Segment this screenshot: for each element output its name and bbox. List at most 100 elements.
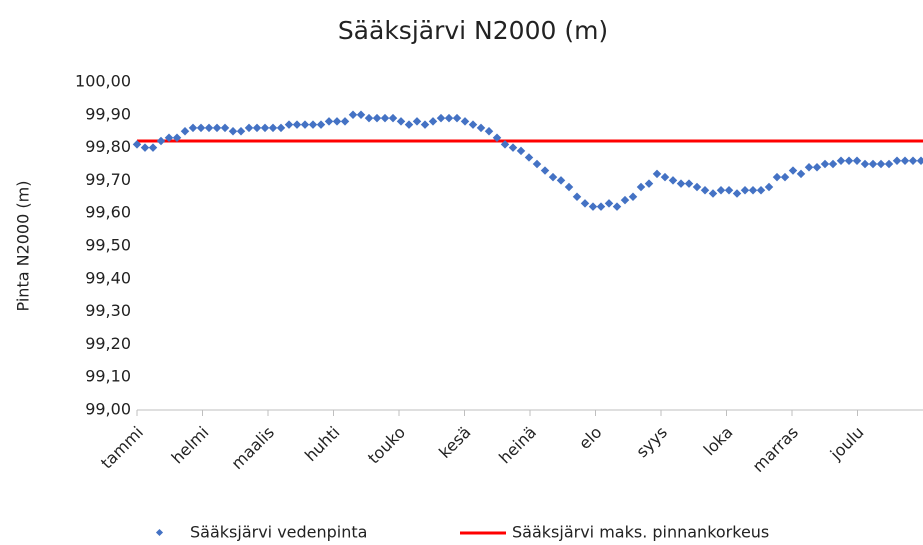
data-point (132, 140, 142, 149)
data-point (404, 120, 414, 129)
data-point (196, 123, 206, 133)
data-point (204, 123, 214, 133)
data-point (596, 202, 606, 211)
data-point (684, 179, 694, 188)
legend-label: Sääksjärvi vedenpinta (190, 523, 367, 542)
data-point (700, 185, 710, 195)
x-tick-label: joulu (826, 423, 868, 465)
data-point (396, 117, 406, 126)
data-point (580, 199, 590, 208)
y-tick-label: 99,60 (85, 203, 131, 222)
data-point (156, 136, 166, 146)
x-tick-label: syys (632, 423, 671, 462)
data-point (860, 159, 870, 169)
data-point (428, 117, 438, 126)
data-point (548, 172, 558, 182)
data-point (316, 120, 326, 129)
data-point (804, 163, 814, 172)
x-tick-label: tammi (97, 423, 147, 473)
data-point (308, 120, 318, 129)
data-point (372, 113, 382, 123)
data-point (244, 123, 254, 133)
data-point (572, 192, 582, 202)
data-point (292, 120, 302, 129)
x-tick-label: touko (364, 423, 409, 468)
data-point (188, 123, 198, 133)
data-point (884, 159, 894, 169)
data-point (556, 176, 566, 185)
data-point (268, 123, 278, 133)
data-point (692, 182, 702, 192)
data-point (828, 159, 838, 169)
data-point (852, 156, 862, 165)
data-point (764, 182, 774, 192)
data-point (276, 123, 286, 133)
legend-marker (155, 528, 164, 537)
data-point (820, 159, 830, 169)
data-point (356, 110, 366, 120)
data-point (348, 110, 358, 120)
data-point (340, 117, 350, 126)
data-point (164, 133, 174, 143)
data-point (148, 143, 158, 152)
y-tick-label: 99,90 (85, 104, 131, 123)
data-point (452, 113, 462, 123)
data-point (588, 202, 598, 211)
data-point (916, 156, 923, 165)
x-tick-label: elo (575, 423, 605, 453)
data-point (668, 176, 678, 185)
y-tick-label: 99,70 (85, 170, 131, 189)
data-point (660, 172, 670, 182)
data-point (796, 169, 806, 179)
data-point (508, 143, 518, 152)
data-point (284, 120, 294, 129)
y-tick-label: 99,50 (85, 236, 131, 255)
data-point (868, 159, 878, 169)
data-point (260, 123, 270, 133)
data-point (324, 117, 334, 126)
y-tick-label: 99,00 (85, 400, 131, 419)
data-point (628, 192, 638, 202)
x-tick-label: loka (700, 423, 737, 460)
data-point (908, 156, 918, 165)
data-point (732, 189, 742, 198)
x-tick-label: kesä (435, 423, 474, 462)
data-point (636, 182, 646, 192)
x-tick-label: huhti (301, 423, 344, 466)
data-point (876, 159, 886, 169)
data-point (532, 159, 542, 169)
y-tick-label: 99,20 (85, 334, 131, 353)
data-point (812, 163, 822, 172)
data-point (468, 120, 478, 129)
data-point (644, 179, 654, 188)
data-point (332, 117, 342, 126)
data-point (748, 185, 758, 195)
x-tick-label: helmi (168, 423, 213, 468)
data-point (388, 113, 398, 123)
legend-label: Sääksjärvi maks. pinnankorkeus (512, 523, 769, 542)
data-point (620, 195, 630, 205)
data-point (236, 126, 246, 136)
data-point (476, 123, 486, 133)
data-point (612, 202, 622, 211)
data-point (900, 156, 910, 165)
x-tick-label: marras (749, 423, 802, 476)
data-point (788, 166, 798, 175)
data-point (172, 133, 182, 143)
data-point (180, 126, 190, 136)
data-point (780, 172, 790, 182)
data-point (492, 133, 502, 143)
x-tick-label: heinä (495, 423, 540, 468)
data-point (444, 113, 454, 123)
data-point (708, 189, 718, 198)
data-point (540, 166, 550, 175)
data-point (420, 120, 430, 129)
data-point (252, 123, 262, 133)
y-tick-label: 99,40 (85, 268, 131, 287)
x-tick-label: maalis (228, 423, 279, 474)
data-point (484, 126, 494, 136)
data-point (740, 185, 750, 195)
data-point (772, 172, 782, 182)
data-point (140, 143, 150, 152)
chart-title: Sääksjärvi N2000 (m) (338, 16, 608, 45)
